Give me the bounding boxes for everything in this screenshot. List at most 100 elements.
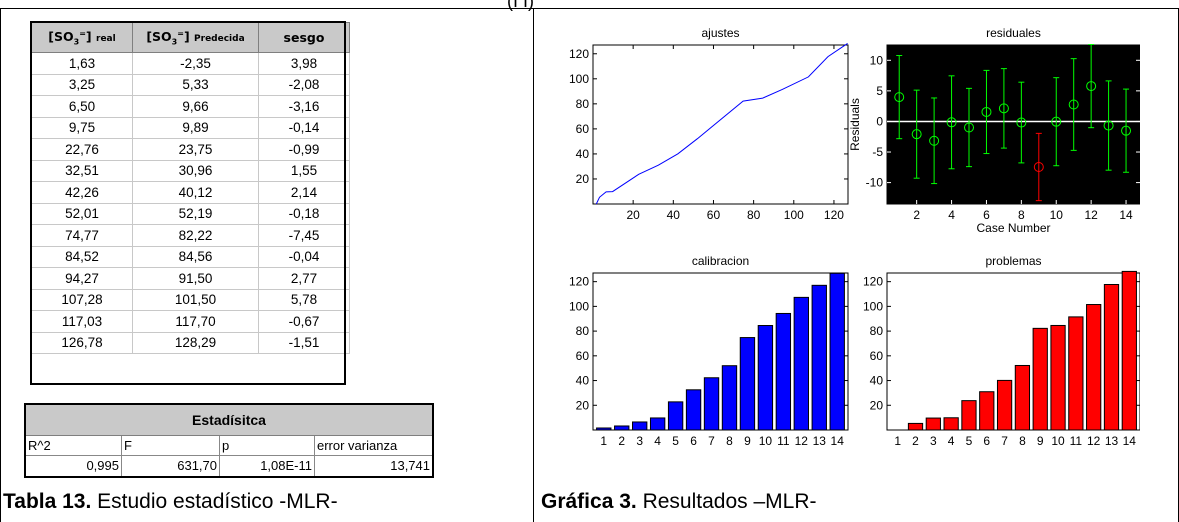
real-value: 22,76 [31,138,133,161]
chart-title: problemas [985,254,1041,268]
bar [811,284,827,431]
predicted-value: -2,35 [132,52,259,75]
y-tick-label: 80 [870,324,884,338]
header-predicted: [SO3=] Predecida [132,22,259,53]
residual-point [981,106,992,117]
y-tick-label: 40 [870,374,884,388]
y-tick-label: 60 [870,349,884,363]
bar [703,377,720,431]
x-tick-label: 8 [1018,208,1025,222]
x-tick-label: 3 [636,434,643,448]
residual-point [1051,116,1062,127]
plot-area [886,44,1140,205]
y-tick-label: 100 [863,299,883,313]
stat-value: 13,741 [390,458,430,473]
bar [632,421,648,431]
table-row: 126,78 128,29 -1,51 [31,331,350,354]
plot-area [592,44,849,205]
real-value: 117,03 [31,310,133,333]
x-tick-label: 1 [600,434,607,448]
bar [1103,283,1120,431]
x-tick-label: 120 [824,208,844,222]
bias-value: -0,04 [258,245,350,268]
x-tick-label: 5 [966,434,973,448]
bar [667,401,684,431]
y-tick-label: 5 [876,84,883,98]
stat-value: 631,70 [122,456,220,476]
predicted-value: 9,89 [132,116,259,139]
real-value: 84,52 [31,245,133,268]
stat-value: 1,08E-11 [220,456,315,476]
cell-divider [533,8,534,522]
x-tick-label: 40 [667,208,681,222]
x-tick-label: 9 [1037,434,1044,448]
chart-title: calibracion [692,254,749,268]
x-tick-label: 11 [1070,434,1083,448]
x-tick-label: 3 [930,434,937,448]
real-value: 126,78 [31,331,133,354]
y-tick-label: 80 [576,324,590,338]
chart-ajustes: ajustes 20 40 60 80 100 120 20 40 60 80 100 120 [569,26,849,222]
bar [961,400,977,431]
residual-point [1103,120,1114,131]
x-tick-label: 2 [912,434,919,448]
real-value: 32,51 [31,159,133,182]
x-tick-label: 7 [708,434,715,448]
bias-value: 2,77 [258,267,350,290]
x-tick-label: 8 [726,434,733,448]
y-axis-label: Residuals [848,98,862,151]
residual-point [1016,117,1027,128]
x-tick-label: 2 [618,434,625,448]
y-tick-label: -5 [872,145,883,159]
chart-residuales: residuales -10 -5 0 5 10 2 4 6 8 10 12 14 Case Number… [848,26,1140,235]
bias-value: 3,98 [258,52,350,75]
table-row: 84,52 84,56 -0,04 [31,245,350,268]
x-axis-label: Case Number [976,221,1050,235]
bar [1050,324,1066,431]
bias-value: -2,08 [258,73,350,96]
bias-value: -7,45 [258,224,350,247]
bar [685,389,702,431]
residual-point [894,92,905,103]
bar [829,272,845,431]
x-tick-label: 6 [690,434,697,448]
bar [757,325,774,431]
bias-value: -0,67 [258,310,350,333]
y-tick-label: 60 [576,122,590,136]
table-row: 107,28 101,50 5,78 [31,288,350,311]
x-tick-label: 6 [983,208,990,222]
x-tick-label: 12 [795,434,809,448]
statistics-label-row: R^2 F p error varianza [26,436,432,456]
table-row: 3,25 5,33 -2,08 [31,73,350,96]
predicted-value: 84,56 [132,245,259,268]
x-tick-label: 2 [913,208,920,222]
y-tick-label: 80 [576,97,590,111]
y-tick-label: 20 [870,398,884,412]
bar [1121,270,1137,431]
x-tick-label: 12 [1087,434,1101,448]
y-tick-label: 40 [576,374,590,388]
series-line [595,42,848,205]
header-bias: sesgo [258,22,350,53]
x-tick-label: 14 [1119,208,1133,222]
bar [925,417,941,431]
bias-value: -1,51 [258,331,350,354]
real-value: 3,25 [31,73,133,96]
residual-point [1033,162,1044,173]
y-tick-label: 120 [569,47,589,61]
stat-value: 0,995 [26,456,122,476]
x-tick-label: 8 [1019,434,1026,448]
chart-title: residuales [986,26,1041,40]
table-row: 22,76 23,75 -0,99 [31,138,350,161]
x-tick-label: 4 [948,208,955,222]
bias-value: -3,16 [258,95,350,118]
x-tick-label: 9 [744,434,751,448]
statistics-title: Estadísitca [26,405,432,436]
x-tick-label: 10 [1051,434,1065,448]
bar [793,296,809,431]
stat-label: R^2 [26,436,122,456]
x-tick-label: 1 [894,434,901,448]
x-tick-label: 10 [1050,208,1064,222]
